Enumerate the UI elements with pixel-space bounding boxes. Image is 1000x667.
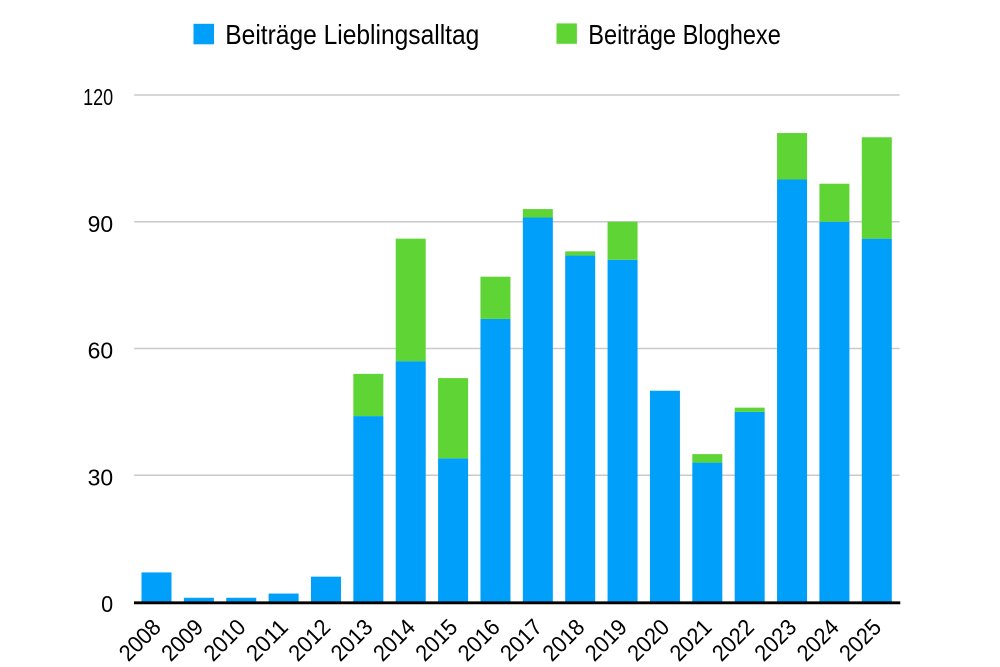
svg-text:90: 90 <box>88 211 114 237</box>
svg-text:0: 0 <box>101 591 113 617</box>
svg-text:60: 60 <box>88 338 114 364</box>
svg-text:30: 30 <box>88 464 114 490</box>
svg-text:Beiträge Lieblingsalltag: Beiträge Lieblingsalltag <box>225 19 479 50</box>
svg-text:Beiträge Bloghexe: Beiträge Bloghexe <box>588 19 781 50</box>
svg-text:120: 120 <box>83 84 113 110</box>
